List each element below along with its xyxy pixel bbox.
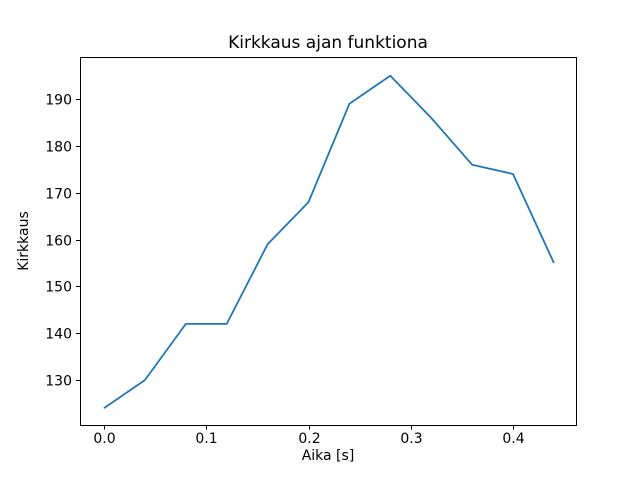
y-tick-label: 150 (45, 280, 72, 296)
x-axis-label: Aika [s] (301, 448, 355, 464)
y-tick-label: 130 (45, 374, 72, 390)
x-tick-label: 0.4 (502, 431, 524, 447)
y-tick-label: 190 (45, 93, 72, 109)
chart-title: Kirkkaus ajan funktiona (228, 33, 428, 53)
axes-frame (80, 57, 577, 426)
x-tick-label: 0.2 (298, 431, 320, 447)
y-tick-label: 170 (45, 187, 72, 203)
x-tick-label: 0.3 (400, 431, 422, 447)
data-line (103, 74, 555, 409)
y-tick-label: 140 (45, 327, 72, 343)
y-tick-label: 160 (45, 234, 72, 250)
x-tick-label: 0.0 (93, 431, 115, 447)
x-tick-label: 0.1 (195, 431, 217, 447)
y-tick-label: 180 (45, 140, 72, 156)
